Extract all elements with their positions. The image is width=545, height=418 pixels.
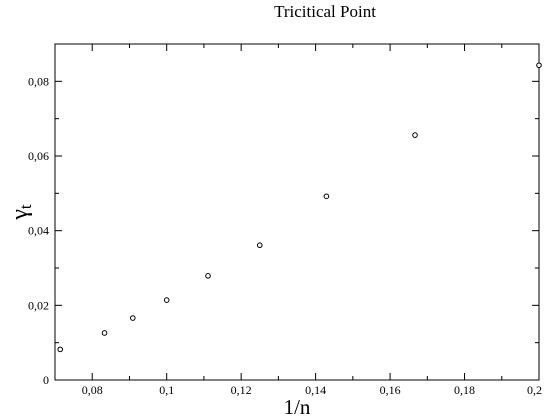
- y-tick-label: 0,04: [28, 224, 49, 238]
- data-point: [256, 242, 263, 249]
- chart-title: Tricitical Point: [274, 2, 376, 21]
- x-axis-label: 1/n: [284, 395, 311, 418]
- plot-frame: [54, 43, 540, 381]
- y-axis-label: γt: [7, 204, 35, 221]
- data-point: [412, 132, 418, 138]
- y-tick-label: 0,08: [28, 74, 49, 88]
- ticks-layer: [55, 44, 540, 381]
- data-point: [163, 297, 170, 303]
- data-point: [323, 193, 330, 200]
- x-tick-label: 0,14: [305, 383, 326, 397]
- x-tick-label: 0,2: [527, 383, 542, 397]
- x-tick-label: 0,08: [82, 383, 103, 397]
- y-tick-label: 0: [43, 373, 49, 387]
- y-tick-label: 0,02: [28, 298, 49, 312]
- data-point: [101, 330, 108, 336]
- x-tick-label: 0,12: [231, 383, 252, 397]
- data-points-layer: [57, 62, 542, 353]
- data-point: [130, 315, 136, 321]
- y-axis-label-subscript: t: [16, 204, 35, 209]
- x-tick-label: 0,1: [159, 383, 174, 397]
- y-tick-label: 0,06: [28, 149, 49, 163]
- data-point: [57, 346, 64, 353]
- y-axis-label-base: γ: [7, 209, 33, 221]
- x-tick-label: 0,18: [454, 383, 475, 397]
- data-point: [205, 273, 211, 279]
- data-point: [536, 62, 542, 69]
- x-tick-label: 0,16: [380, 383, 401, 397]
- tick-labels-layer: 0,08 0,1 0,12 0,14 0,16 0,18 0,2 0 0,02 0,04 0,06 0…: [28, 74, 542, 397]
